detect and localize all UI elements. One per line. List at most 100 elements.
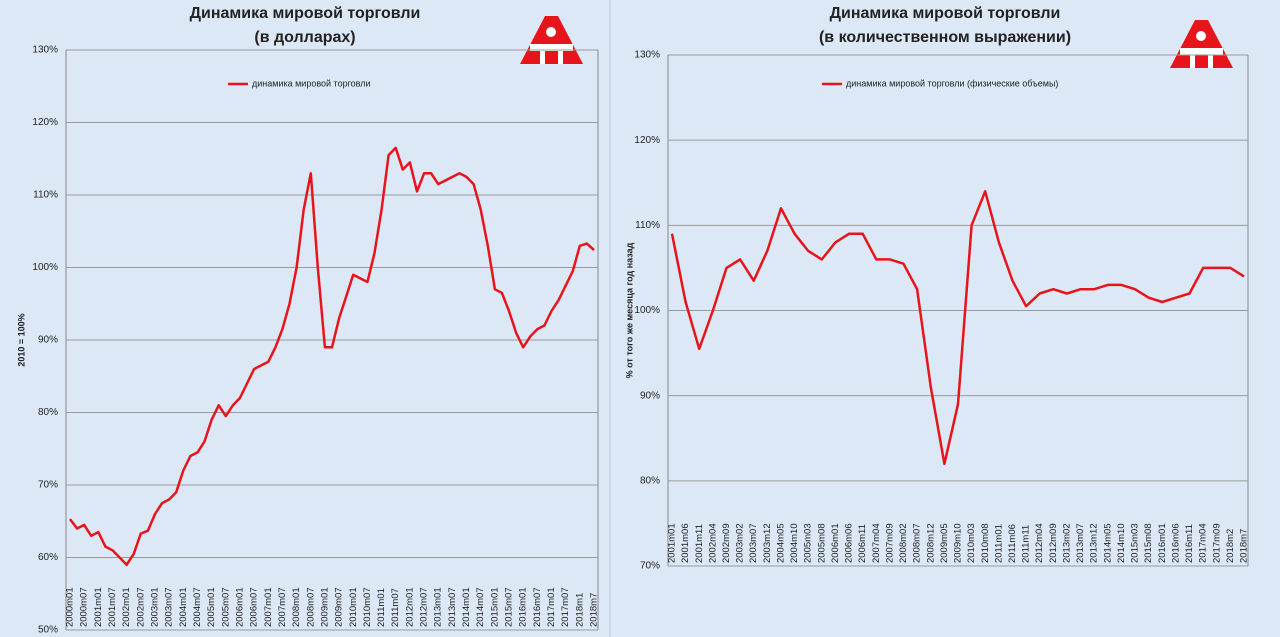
y-tick-label: 130% xyxy=(634,50,660,61)
x-tick-label: 2003m12 xyxy=(762,523,773,563)
x-tick-label: 2013m12 xyxy=(1089,523,1100,563)
x-tick-label: 2010m08 xyxy=(980,523,991,563)
x-tick-label: 2006m11 xyxy=(857,524,868,563)
chart-title: Динамика мировой торговли xyxy=(190,5,421,22)
y-axis-label: % от того же месяца год назад xyxy=(624,242,634,378)
x-tick-label: 2010m03 xyxy=(966,523,977,563)
x-tick-label: 2003m07 xyxy=(164,587,175,627)
x-tick-label: 2001m01 xyxy=(93,587,104,627)
y-tick-label: 110% xyxy=(635,220,660,231)
x-tick-label: 2004m05 xyxy=(775,523,786,563)
y-tick-label: 50% xyxy=(38,625,58,636)
x-tick-label: 2017m09 xyxy=(1211,523,1222,563)
y-tick-label: 80% xyxy=(38,407,58,418)
x-tick-label: 2016m06 xyxy=(1170,523,1181,563)
x-tick-label: 2003m02 xyxy=(735,523,746,563)
y-tick-label: 70% xyxy=(640,561,660,572)
x-tick-label: 2014m10 xyxy=(1116,523,1127,563)
x-tick-label: 2009m01 xyxy=(319,587,330,627)
x-tick-label: 2000m07 xyxy=(79,587,90,627)
x-tick-label: 2011m11 xyxy=(1021,525,1032,563)
x-tick-label: 2011m01 xyxy=(376,588,387,627)
x-tick-label: 2005m03 xyxy=(803,523,814,563)
x-tick-label: 2008m01 xyxy=(291,587,302,627)
x-tick-label: 2007m01 xyxy=(263,587,274,627)
y-tick-label: 100% xyxy=(32,262,58,273)
x-tick-label: 2003m07 xyxy=(748,523,759,563)
x-tick-label: 2012m09 xyxy=(1048,523,1059,563)
x-tick-label: 2014m01 xyxy=(461,587,472,627)
y-axis-label: 2010 = 100% xyxy=(16,313,26,366)
chart-subtitle: (в количественном выражении) xyxy=(819,29,1071,46)
chart-subtitle: (в долларах) xyxy=(254,29,355,46)
x-tick-label: 2006m01 xyxy=(830,523,841,563)
x-tick-label: 2018m1 xyxy=(574,593,585,627)
x-tick-label: 2002m07 xyxy=(135,587,146,627)
y-tick-label: 90% xyxy=(640,390,660,401)
x-tick-label: 2001m01 xyxy=(667,523,678,563)
x-tick-label: 2002m04 xyxy=(707,523,718,563)
x-tick-label: 2015m08 xyxy=(1143,523,1154,563)
x-tick-label: 2015m03 xyxy=(1130,523,1141,563)
x-tick-label: 2018m2 xyxy=(1225,529,1236,563)
x-tick-label: 2013m07 xyxy=(1075,523,1086,563)
logo xyxy=(1170,20,1233,68)
x-tick-label: 2015m01 xyxy=(489,587,500,627)
x-tick-label: 2007m04 xyxy=(871,523,882,563)
x-tick-label: 2001m07 xyxy=(107,587,118,627)
x-tick-label: 2017m07 xyxy=(560,587,571,627)
logo xyxy=(520,16,583,64)
x-tick-label: 2005m01 xyxy=(206,587,217,627)
x-tick-label: 2003m01 xyxy=(149,587,160,627)
y-tick-label: 120% xyxy=(634,135,660,146)
x-tick-label: 2006m01 xyxy=(234,587,245,627)
x-tick-label: 2017m04 xyxy=(1198,523,1209,563)
x-tick-label: 2013m07 xyxy=(447,587,458,627)
x-tick-label: 2014m07 xyxy=(475,587,486,627)
legend-label: динамика мировой торговли (физические об… xyxy=(846,78,1058,88)
x-tick-label: 2015m07 xyxy=(504,587,515,627)
x-tick-label: 2012m07 xyxy=(419,587,430,627)
x-tick-label: 2009m07 xyxy=(334,587,345,627)
x-tick-label: 2002m09 xyxy=(721,523,732,563)
x-tick-label: 2017m01 xyxy=(546,587,557,627)
x-tick-label: 2014m05 xyxy=(1102,523,1113,563)
x-tick-label: 2011m01 xyxy=(993,524,1004,563)
x-tick-label: 2013m01 xyxy=(433,587,444,627)
chart-title: Динамика мировой торговли xyxy=(830,5,1061,22)
y-tick-label: 80% xyxy=(640,475,660,486)
x-tick-label: 2012m04 xyxy=(1034,523,1045,563)
x-tick-label: 2016m11 xyxy=(1184,524,1195,563)
x-tick-label: 2016m07 xyxy=(532,587,543,627)
legend-label: динамика мировой торговли xyxy=(252,78,371,88)
y-tick-label: 60% xyxy=(38,552,58,563)
x-tick-label: 2001m06 xyxy=(680,523,691,563)
y-tick-label: 100% xyxy=(634,305,660,316)
x-tick-label: 2008m02 xyxy=(898,523,909,563)
y-tick-label: 130% xyxy=(32,45,58,56)
x-tick-label: 2008m07 xyxy=(912,523,923,563)
y-tick-label: 120% xyxy=(32,117,58,128)
x-tick-label: 2007m07 xyxy=(277,587,288,627)
y-tick-label: 70% xyxy=(38,480,58,491)
x-tick-label: 2005m08 xyxy=(816,523,827,563)
x-tick-label: 2009m05 xyxy=(939,523,950,563)
x-tick-label: 2011m06 xyxy=(1007,524,1018,563)
x-tick-label: 2016m01 xyxy=(518,587,529,627)
x-tick-label: 2018m7 xyxy=(1239,529,1250,563)
x-tick-label: 2016m01 xyxy=(1157,523,1168,563)
x-tick-label: 2008m12 xyxy=(925,523,936,563)
x-tick-label: 2013m02 xyxy=(1061,523,1072,563)
y-tick-label: 110% xyxy=(33,190,58,201)
data-line xyxy=(670,190,1245,466)
x-tick-label: 2006m07 xyxy=(249,587,260,627)
x-tick-label: 2010m07 xyxy=(362,587,373,627)
x-tick-label: 2010m01 xyxy=(348,587,359,627)
x-tick-label: 2018m7 xyxy=(589,593,600,627)
x-tick-label: 2008m07 xyxy=(305,587,316,627)
x-tick-label: 2004m01 xyxy=(178,587,189,627)
x-tick-label: 2005m07 xyxy=(220,587,231,627)
x-tick-label: 2000m01 xyxy=(65,587,76,627)
